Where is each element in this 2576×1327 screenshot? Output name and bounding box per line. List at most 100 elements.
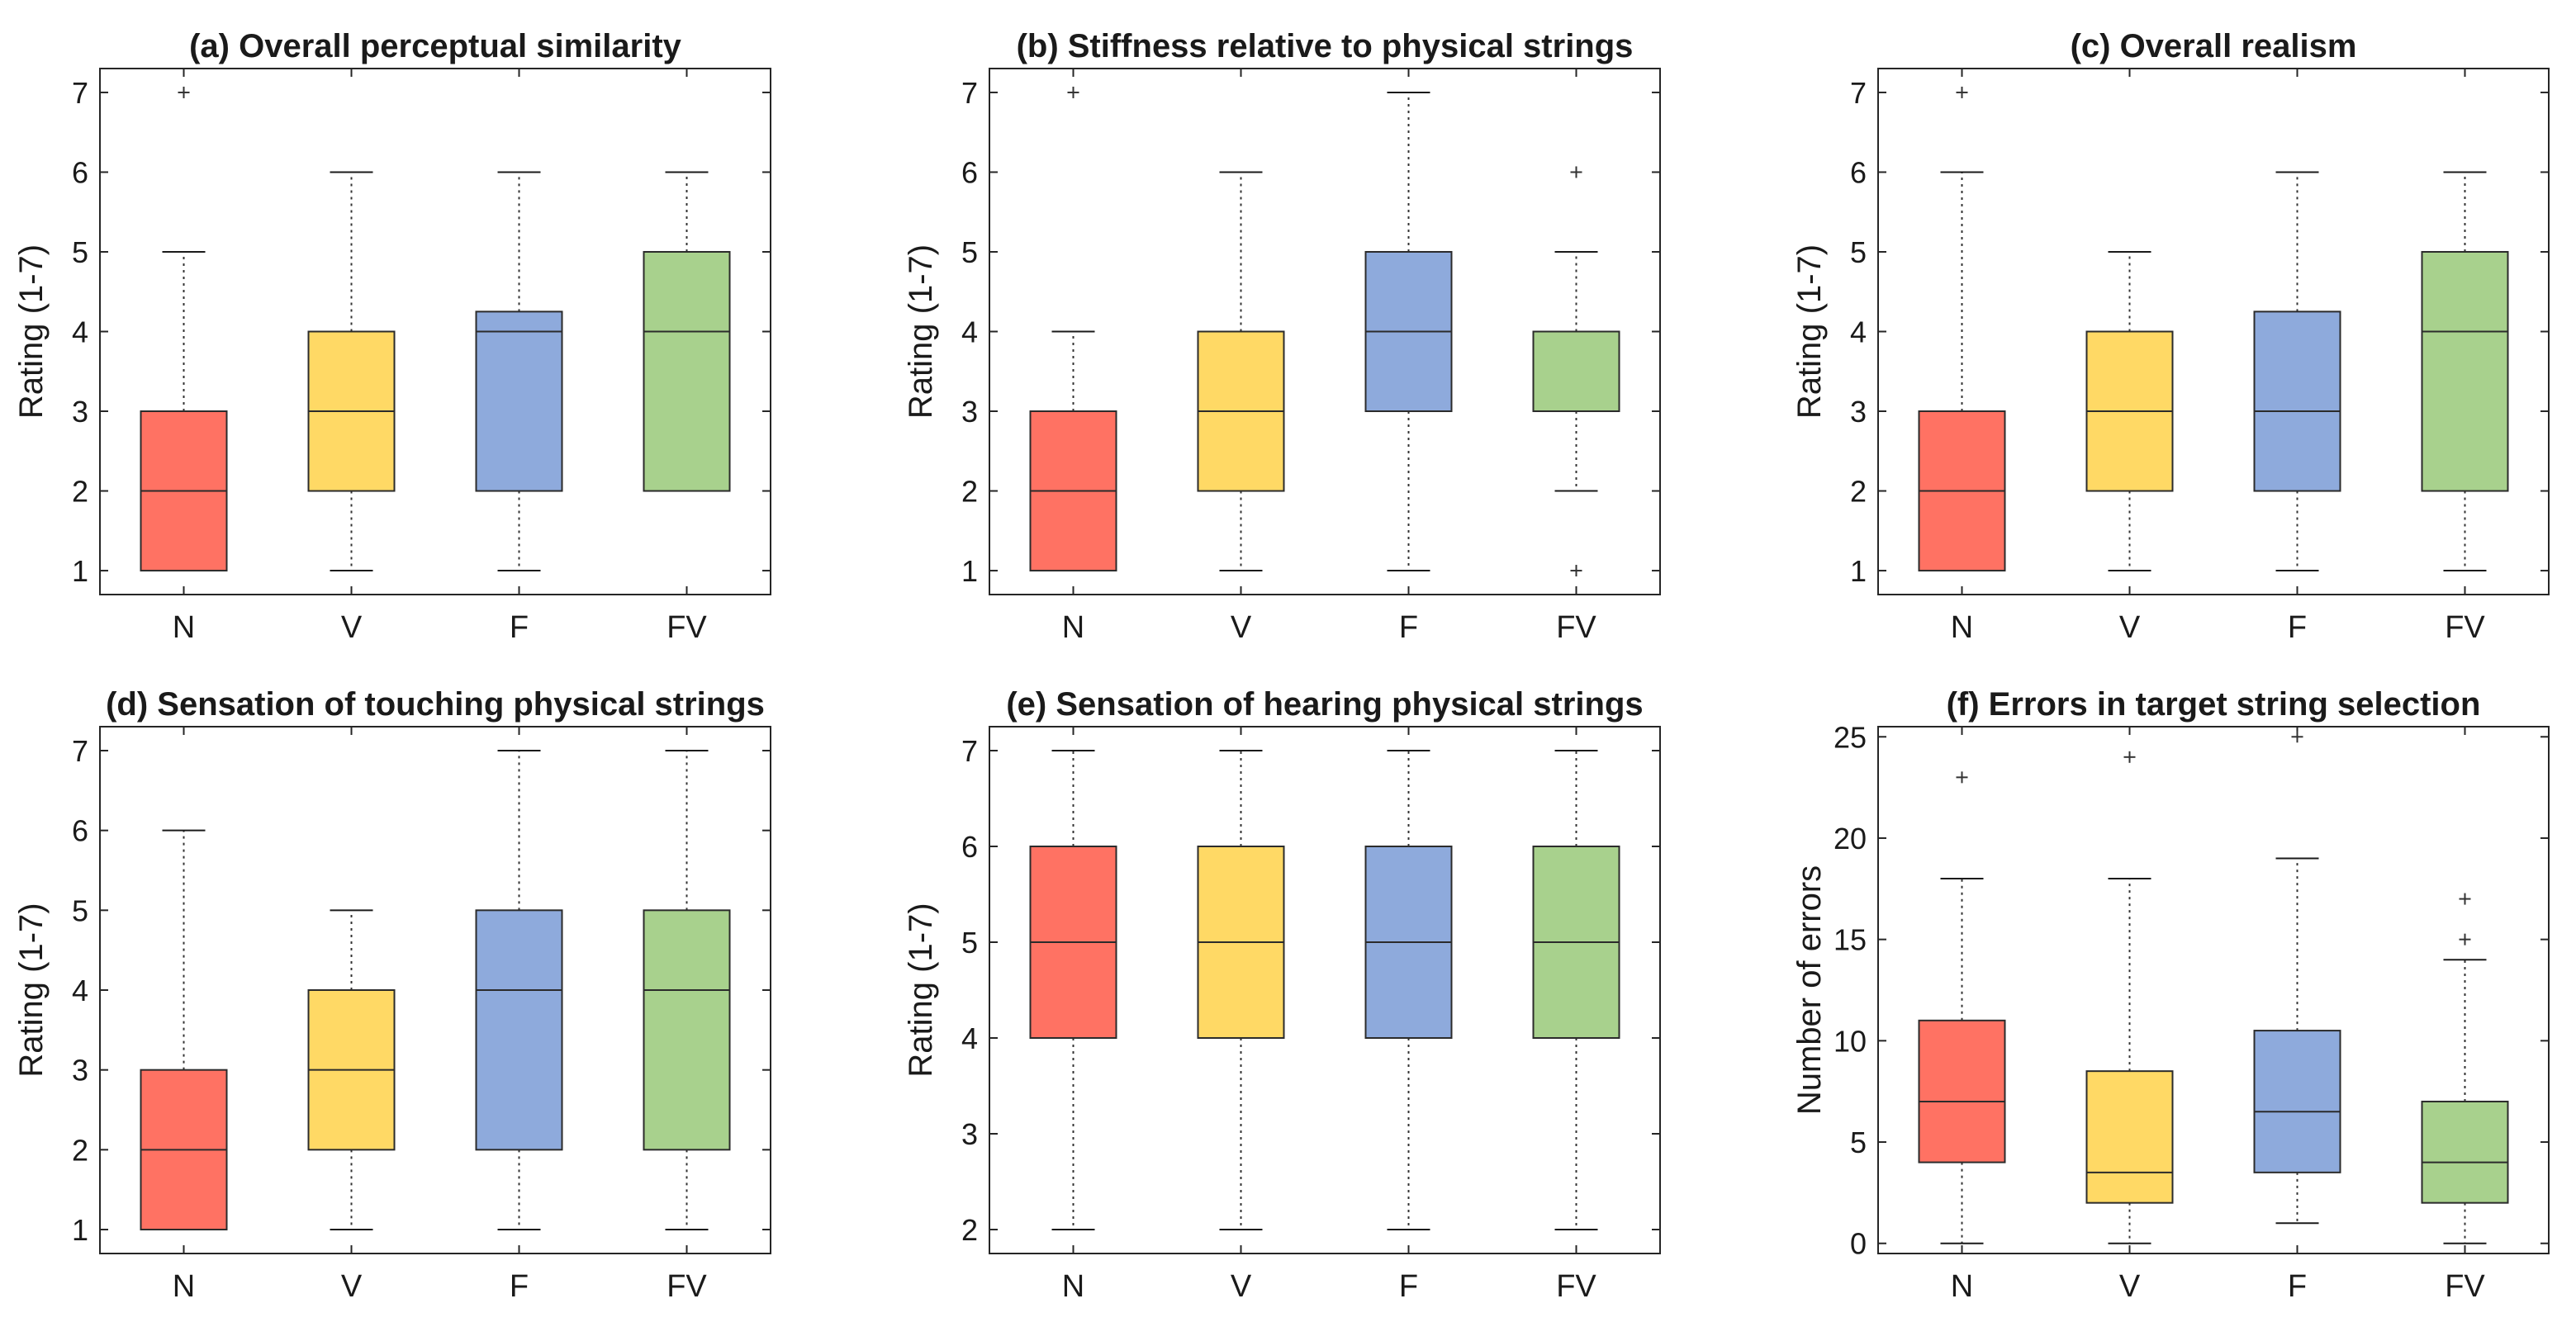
x-category-label: FV (667, 1269, 707, 1304)
y-tick-label: 2 (1850, 475, 1867, 509)
box-FV: FV (1532, 69, 1620, 645)
panel-title: (a) Overall perceptual similarity (189, 28, 682, 64)
outlier-marker (2291, 731, 2303, 743)
outlier-marker (1067, 86, 1079, 98)
y-tick-label: 5 (961, 926, 978, 960)
y-tick-label: 6 (1850, 155, 1867, 189)
x-category-label: FV (1556, 610, 1596, 645)
x-category-label: N (1951, 1269, 1973, 1304)
y-tick-label: 6 (72, 814, 88, 848)
y-tick-label: 4 (72, 315, 88, 349)
y-tick-label: 1 (72, 554, 88, 588)
y-tick-label: 1 (72, 1213, 88, 1247)
box-F: F (1364, 69, 1453, 645)
iqr-box (2253, 310, 2341, 492)
outlier-marker (2459, 933, 2471, 945)
y-tick-label: 4 (961, 315, 978, 349)
y-tick-label: 7 (961, 76, 978, 110)
outlier-marker (1570, 565, 1582, 577)
box-N: N (1029, 727, 1117, 1304)
panel-e: (e) Sensation of hearing physical string… (903, 686, 1661, 1304)
outlier-marker (1956, 771, 1968, 784)
box-V: V (2085, 727, 2174, 1304)
panel-a: (a) Overall perceptual similarity Rating … (13, 28, 771, 645)
x-category-label: V (341, 610, 363, 645)
outlier-marker (1956, 86, 1968, 98)
iqr-box (1532, 330, 1620, 413)
box-V: V (307, 727, 396, 1304)
y-tick-label: 2 (72, 475, 88, 509)
box-FV: FV (1532, 727, 1620, 1304)
y-tick-label: 25 (1834, 720, 1867, 754)
box-F: F (2253, 69, 2341, 645)
box-FV: FV (2421, 69, 2509, 645)
y-axis-label: Number of errors (1791, 865, 1828, 1115)
y-axis-label: Rating (1-7) (903, 903, 939, 1077)
panel-title: (f) Errors in target string selection (1947, 686, 2481, 723)
x-category-label: N (173, 1269, 195, 1304)
y-tick-label: 7 (72, 76, 88, 110)
box-F: F (475, 727, 563, 1304)
x-category-label: F (1399, 610, 1418, 645)
box-V: V (2085, 69, 2174, 645)
y-tick-label: 0 (1850, 1227, 1867, 1261)
iqr-box (2421, 250, 2509, 492)
box-N: N (140, 727, 228, 1304)
y-tick-label: 4 (961, 1021, 978, 1055)
x-category-label: N (1062, 1269, 1084, 1304)
box-F: F (1364, 727, 1453, 1304)
panel-b: (b) Stiffness relative to physical strin… (903, 28, 1661, 645)
iqr-box (475, 310, 563, 492)
y-tick-label: 7 (1850, 76, 1867, 110)
panel-c: (c) Overall realism Rating (1-7) 1 2 3 4 5 6 7 N V… (1791, 28, 2550, 645)
y-tick-label: 3 (1850, 395, 1867, 429)
y-tick-label: 6 (961, 155, 978, 189)
plot-frame (1877, 726, 2550, 1254)
y-tick-label: 5 (1850, 1126, 1867, 1159)
iqr-box (2253, 1030, 2341, 1173)
outlier-marker (178, 86, 190, 98)
y-tick-label: 20 (1834, 822, 1867, 855)
x-category-label: F (2288, 1269, 2307, 1304)
x-category-label: V (2119, 1269, 2141, 1304)
panel-f: (f) Errors in target string selection Num… (1791, 686, 2550, 1304)
y-tick-label: 1 (961, 554, 978, 588)
y-tick-label: 5 (1850, 235, 1867, 269)
x-category-label: N (173, 610, 195, 645)
y-tick-label: 5 (961, 235, 978, 269)
y-tick-label: 2 (72, 1133, 88, 1167)
panel-title: (b) Stiffness relative to physical strin… (1017, 28, 1634, 64)
y-tick-label: 5 (72, 235, 88, 269)
y-axis-label: Rating (1-7) (903, 244, 939, 419)
iqr-box (2085, 1070, 2174, 1204)
x-category-label: F (510, 1269, 529, 1304)
y-tick-label: 3 (961, 1117, 978, 1151)
iqr-box (1918, 1019, 2006, 1163)
y-tick-label: 1 (1850, 554, 1867, 588)
iqr-box (475, 909, 563, 1151)
y-tick-label: 10 (1834, 1024, 1867, 1058)
box-F: F (2253, 727, 2341, 1304)
x-category-label: V (1231, 1269, 1252, 1304)
x-category-label: V (1231, 610, 1252, 645)
x-category-label: FV (667, 610, 707, 645)
y-tick-label: 3 (72, 1054, 88, 1088)
iqr-box (2421, 1100, 2509, 1204)
plot-frame (989, 726, 1661, 1254)
y-tick-label: 7 (961, 734, 978, 768)
x-category-label: F (2288, 610, 2307, 645)
y-tick-label: 5 (72, 893, 88, 927)
panel-title: (d) Sensation of touching physical strin… (106, 686, 765, 723)
y-tick-label: 3 (961, 395, 978, 429)
y-tick-label: 6 (961, 830, 978, 864)
box-N: N (140, 69, 228, 645)
y-tick-label: 3 (72, 395, 88, 429)
outlier-marker (2459, 893, 2471, 905)
outlier-marker (2123, 751, 2136, 763)
box-N: N (1029, 69, 1117, 645)
panel-d: (d) Sensation of touching physical strin… (13, 686, 771, 1304)
box-FV: FV (643, 69, 731, 645)
x-category-label: V (341, 1269, 363, 1304)
iqr-box (643, 250, 731, 492)
